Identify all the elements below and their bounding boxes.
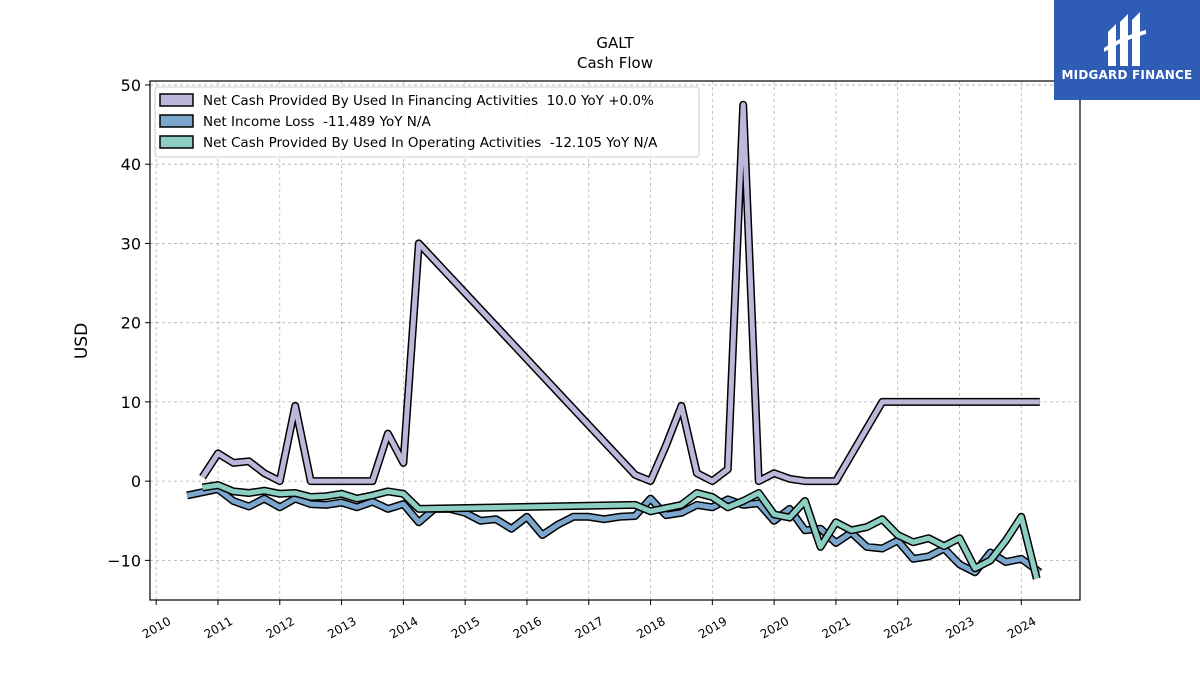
series-line-outline [199,100,1040,486]
series-line [202,482,1040,580]
x-tick-label: 2023 [943,614,976,641]
series-line [200,102,1040,484]
series-line [186,486,1042,575]
grid [150,81,1080,600]
y-tick-label: 10 [121,393,141,412]
legend-label: Net Cash Provided By Used In Operating A… [203,135,658,151]
x-tick-label: 2022 [881,614,914,641]
y-tick-label: −10 [107,551,141,570]
brand-logo-text: MIDGARD FINANCE [1061,68,1193,82]
x-tick-label: 2020 [758,614,791,641]
x-axis: 2010 2011 2012 2013 2014 2015 2016 2017 2018 2019… [140,600,1038,641]
legend-swatch [159,93,194,107]
chart-subtitle: Cash Flow [577,54,653,72]
legend-swatch [159,135,194,149]
x-tick-label: 2010 [140,614,173,641]
x-tick-label: 2012 [264,614,297,641]
y-axis: −10 0 10 20 30 40 50 [107,76,150,570]
series-lines [186,100,1043,580]
x-tick-label: 2013 [325,614,358,641]
x-tick-label: 2024 [1005,614,1038,641]
y-tick-label: 30 [121,234,141,253]
x-tick-label: 2021 [820,614,853,641]
x-tick-label: 2015 [449,614,482,641]
plot-frame [149,80,1081,601]
legend: Net Cash Provided By Used In Financing A… [154,86,700,158]
y-tick-label: 50 [121,76,141,95]
x-tick-label: 2019 [696,614,729,641]
legend-label: Net Cash Provided By Used In Financing A… [203,93,654,109]
x-tick-label: 2018 [634,614,667,641]
x-tick-label: 2017 [572,614,605,641]
y-tick-label: 0 [131,472,141,491]
x-tick-label: 2011 [202,614,235,641]
legend-swatch [159,114,194,128]
chart-title: GALT [596,34,634,52]
x-tick-label: 2014 [387,614,420,641]
y-tick-label: 40 [121,155,141,174]
brand-mark-icon [1104,12,1146,66]
legend-label: Net Income Loss -11.489 YoY N/A [203,114,431,130]
y-tick-label: 20 [121,314,141,333]
brand-logo: MIDGARD FINANCE [1054,0,1200,100]
y-axis-label: USD [72,323,92,359]
legend-box [154,86,700,158]
x-tick-label: 2016 [511,614,544,641]
series-line-outline [201,481,1041,580]
